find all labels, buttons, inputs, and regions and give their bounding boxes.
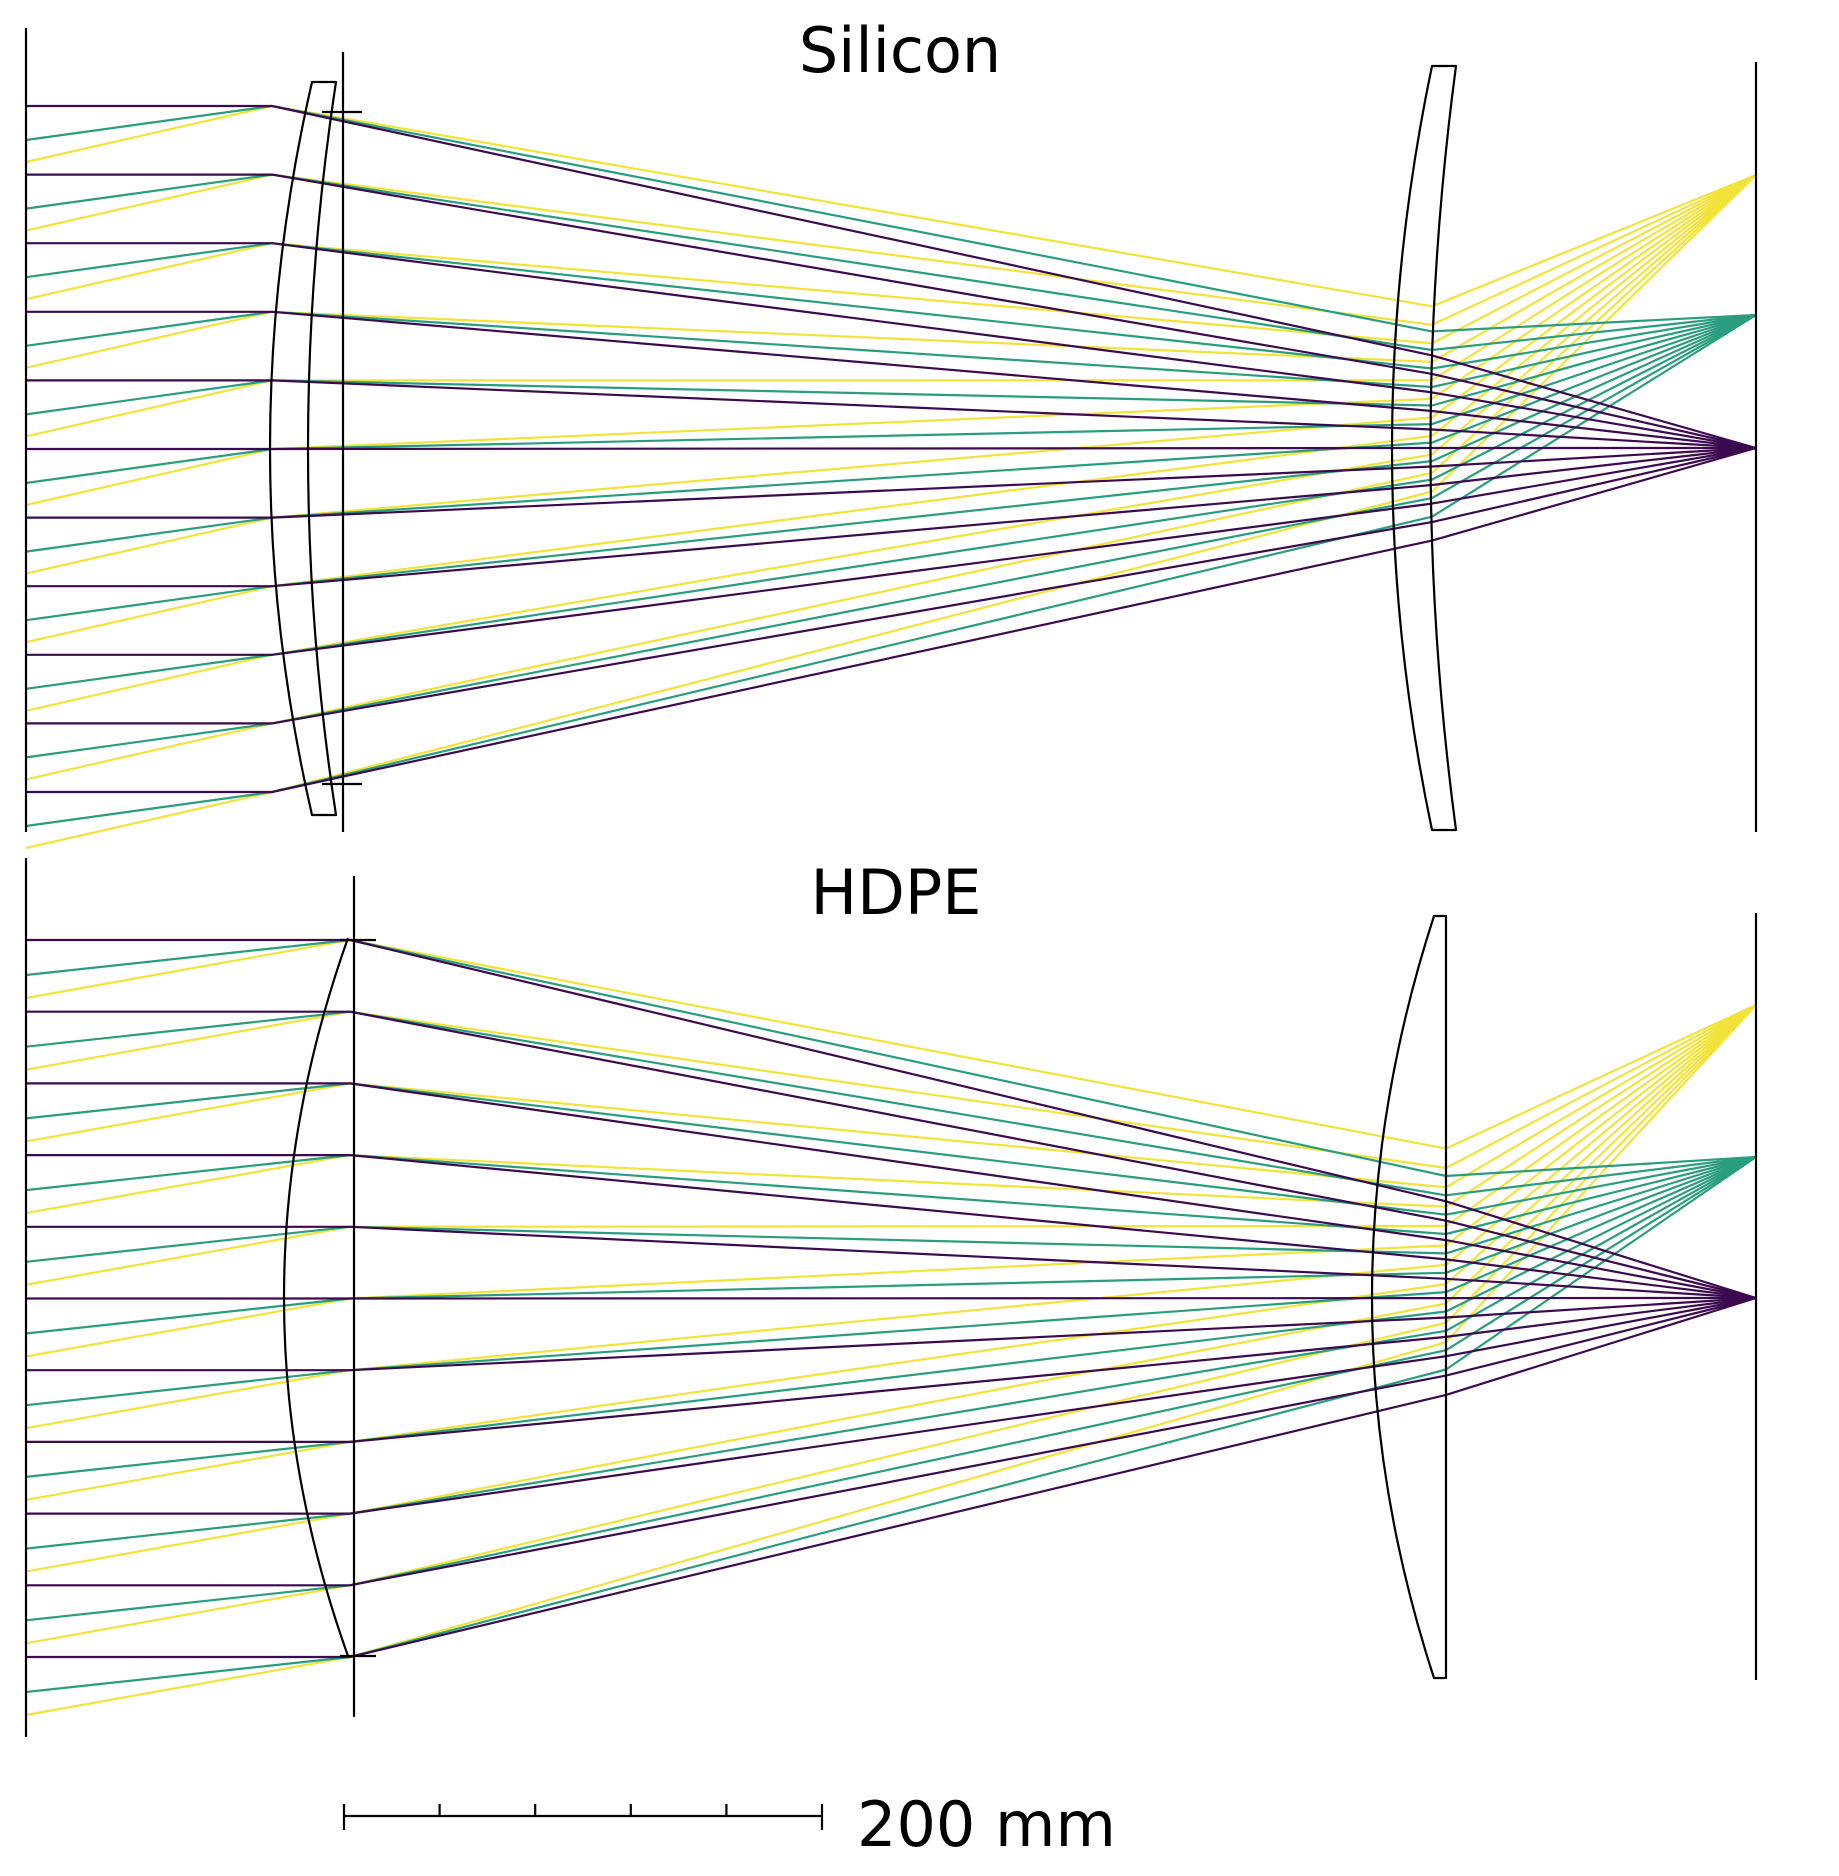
ray-mid-6	[25, 313, 1757, 553]
ray-edge-1	[25, 1004, 1757, 1170]
ray-on-axis-9	[26, 446, 1757, 725]
panel-hdpe	[24, 858, 1758, 1737]
ray-edge-6	[25, 174, 1757, 575]
scale-bar-label: 200 mm	[857, 1788, 1116, 1861]
objective-lens-outline	[268, 80, 338, 817]
secondary-lens-outline	[1390, 64, 1458, 832]
ray-on-axis-1	[26, 1010, 1757, 1300]
ray-on-axis-4	[26, 1225, 1757, 1300]
ray-mid-10	[25, 1156, 1757, 1694]
ray-on-axis-3	[26, 1153, 1757, 1300]
ray-mid-9	[25, 314, 1757, 759]
ray-edge-4	[25, 174, 1757, 438]
objective-lens-curve	[282, 937, 350, 1657]
ray-mid-2	[25, 242, 1757, 370]
ray-edge-10	[25, 1004, 1757, 1717]
hdpe-panel-title: HDPE	[810, 856, 982, 929]
secondary-lens-outline	[1370, 914, 1448, 1680]
silicon-panel-title: Silicon	[798, 14, 1002, 87]
ray-on-axis-7	[26, 446, 1757, 588]
panel-silicon	[24, 28, 1758, 850]
ray-edge-0	[25, 104, 1757, 308]
ray-mid-6	[25, 1155, 1757, 1407]
ray-edge-2	[25, 174, 1757, 345]
ray-edge-6	[25, 1004, 1757, 1430]
ray-mid-0	[25, 938, 1757, 1178]
ray-mid-4	[25, 1155, 1757, 1263]
ray-on-axis-0	[26, 104, 1757, 450]
ray-mid-2	[25, 1082, 1757, 1216]
ray-edge-5	[25, 1004, 1757, 1358]
ray-edge-1	[25, 173, 1757, 326]
ray-edge-10	[25, 174, 1757, 850]
ray-on-axis-8	[26, 1296, 1757, 1515]
ray-on-axis-5	[26, 1296, 1757, 1300]
ray-edge-9	[25, 1004, 1757, 1645]
ray-on-axis-8	[26, 446, 1757, 656]
ray-edge-2	[25, 1004, 1757, 1189]
ray-mid-8	[25, 1156, 1757, 1550]
ray-mid-5	[25, 1155, 1757, 1335]
ray-on-axis-10	[26, 1296, 1757, 1659]
ray-on-axis-7	[26, 1296, 1757, 1444]
ray-on-axis-0	[26, 938, 1757, 1300]
ray-edge-4	[25, 1004, 1757, 1286]
ray-edge-8	[25, 174, 1757, 712]
scale-bar	[342, 1804, 824, 1830]
ray-mid-10	[25, 314, 1757, 828]
ray-edge-0	[25, 938, 1757, 1150]
ray-on-axis-2	[26, 1082, 1757, 1300]
ray-on-axis-10	[26, 446, 1757, 794]
ray-on-axis-5	[26, 446, 1756, 451]
ray-mid-9	[25, 1156, 1757, 1622]
ray-on-axis-1	[26, 173, 1757, 450]
ray-mid-7	[25, 313, 1757, 622]
ray-mid-1	[25, 1010, 1757, 1197]
ray-edge-7	[25, 174, 1757, 644]
ray-edge-7	[25, 1004, 1757, 1501]
ray-mid-1	[25, 173, 1757, 352]
ray-mid-7	[25, 1156, 1757, 1478]
ray-edge-3	[25, 174, 1757, 369]
ray-on-axis-3	[26, 310, 1757, 450]
ray-mid-5	[25, 313, 1757, 485]
ray-on-axis-9	[26, 1296, 1757, 1587]
ray-edge-8	[25, 1004, 1757, 1573]
ray-mid-8	[25, 314, 1757, 690]
ray-mid-0	[25, 104, 1757, 333]
ray-mid-3	[25, 1153, 1757, 1236]
ray-edge-5	[25, 174, 1757, 507]
ray-mid-3	[25, 310, 1757, 389]
ray-edge-3	[25, 1004, 1757, 1215]
ray-mid-4	[25, 313, 1757, 416]
ray-on-axis-6	[26, 446, 1757, 519]
ray-on-axis-6	[26, 1296, 1757, 1372]
ray-on-axis-4	[26, 379, 1757, 450]
ray-on-axis-2	[26, 242, 1757, 450]
